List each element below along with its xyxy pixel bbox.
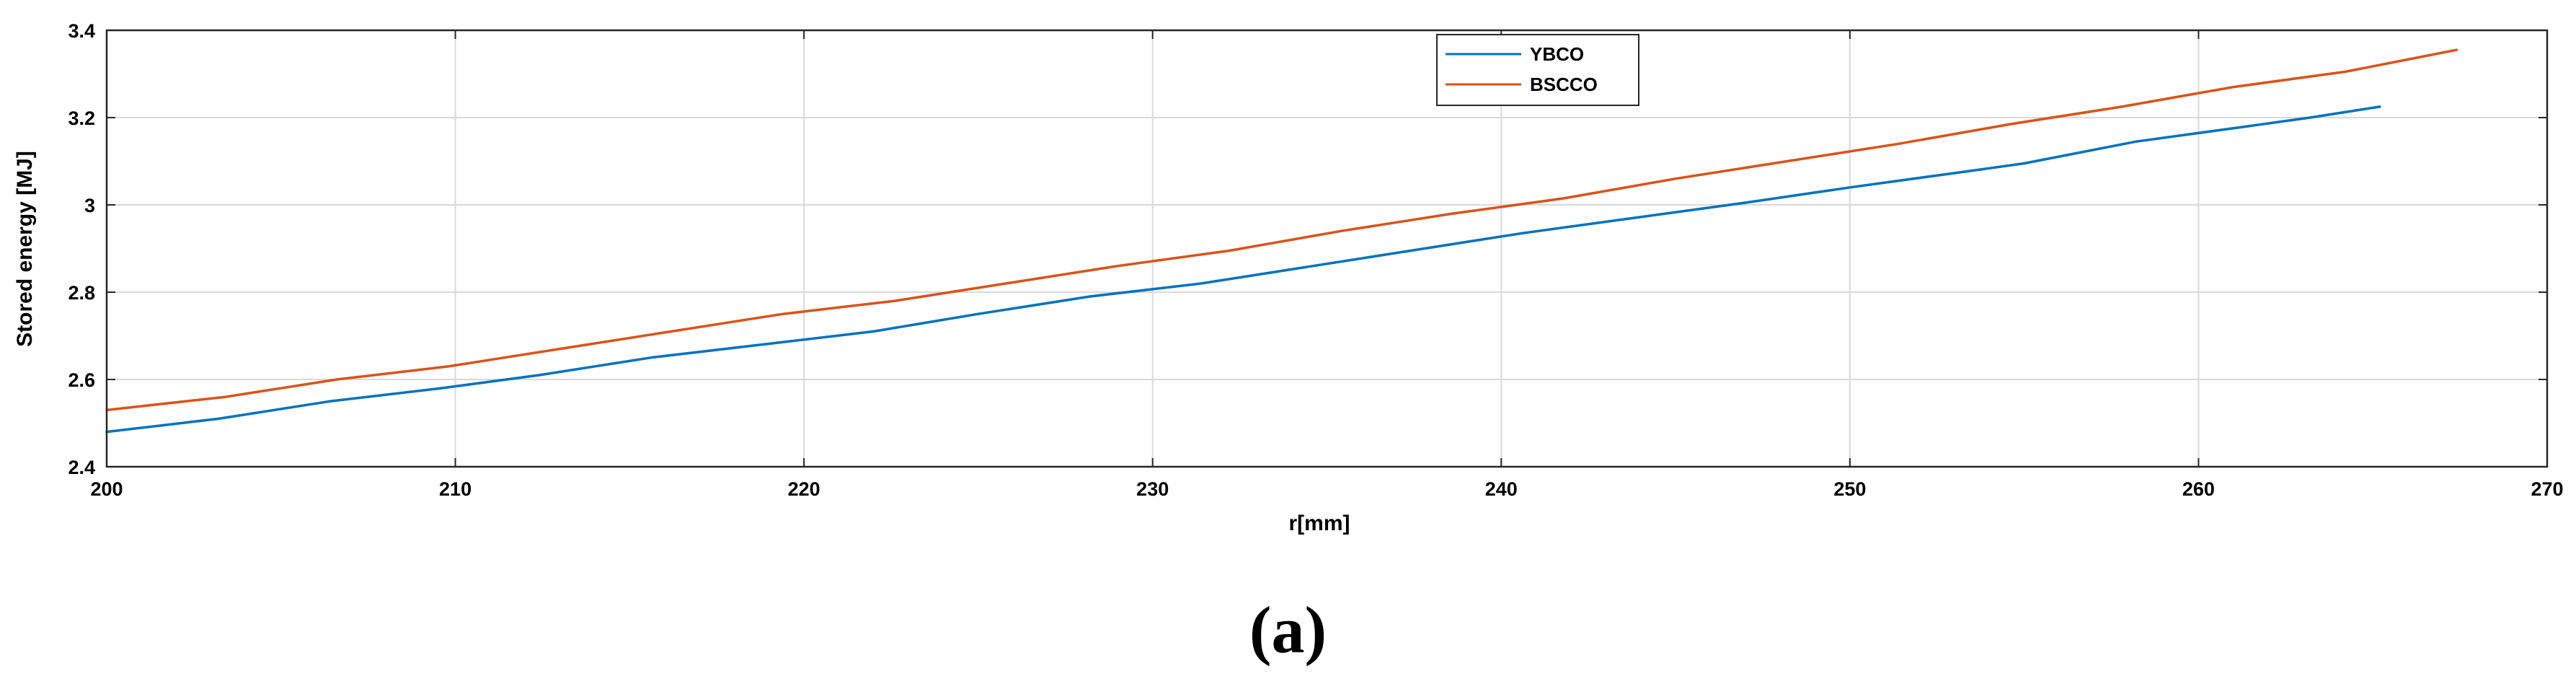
x-tick-label: 250 bbox=[1833, 478, 1866, 500]
legend: YBCO BSCCO bbox=[1436, 34, 1639, 106]
x-tick-label: 240 bbox=[1485, 478, 1518, 500]
legend-label-ybco: YBCO bbox=[1530, 43, 1584, 65]
x-axis-label: r[mm] bbox=[1288, 511, 1350, 535]
x-tick-label: 230 bbox=[1136, 478, 1169, 500]
x-tick-label: 210 bbox=[439, 478, 472, 500]
ticks: 200 210 220 230 240 250 260 270 2.4 2.6 2.8 3 3.2 3.4 bbox=[68, 20, 2563, 500]
series-line-bscco bbox=[105, 48, 2458, 412]
x-tick-label: 260 bbox=[2182, 478, 2215, 500]
y-tick-label: 2.4 bbox=[68, 457, 95, 478]
y-tick-label: 3.4 bbox=[68, 20, 95, 42]
legend-label-bscco: BSCCO bbox=[1530, 74, 1598, 95]
series-line-ybco bbox=[105, 105, 2381, 434]
plot-frame bbox=[105, 29, 2549, 468]
legend-box bbox=[1436, 34, 1639, 106]
figure-caption: (a) bbox=[1249, 593, 1327, 667]
series-layer bbox=[105, 48, 2458, 434]
y-tick-label: 2.8 bbox=[68, 282, 95, 304]
y-tick-label: 3 bbox=[84, 195, 95, 216]
x-tick-label: 200 bbox=[90, 478, 123, 500]
x-tick-label: 220 bbox=[788, 478, 820, 500]
y-tick-label: 2.6 bbox=[68, 369, 95, 391]
y-tick-label: 3.2 bbox=[68, 107, 95, 129]
grid bbox=[107, 30, 2547, 467]
x-tick-label: 270 bbox=[2531, 478, 2563, 500]
y-axis-label: Stored energy [MJ] bbox=[13, 151, 37, 347]
